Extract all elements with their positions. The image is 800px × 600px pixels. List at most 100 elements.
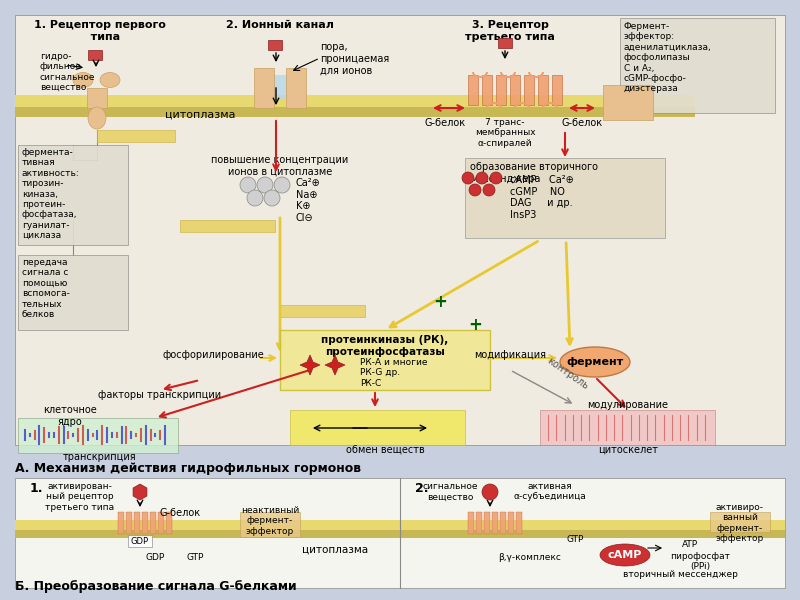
Text: Фермент-
эффектор:
аденилатциклаза,
фосфолипазы
С и А₂,
cGMP-фосфо-
диэстераза: Фермент- эффектор: аденилатциклаза, фосф…: [624, 22, 712, 94]
Text: активиро-
ванный
фермент-
эффектор: активиро- ванный фермент- эффектор: [716, 503, 764, 543]
Bar: [290, 410, 465, 445]
Text: фермент: фермент: [566, 357, 624, 367]
Text: G-белок: G-белок: [159, 508, 201, 518]
Text: ферментa-
тивная
активность:
тирозин-
киназа,
протеин-
фосфатаза,
гуанилат-
цикл: ферментa- тивная активность: тирозин- ки…: [22, 148, 80, 240]
Text: β,γ-комплекс: β,γ-комплекс: [498, 553, 562, 562]
Bar: [552, 75, 562, 105]
Bar: [126, 512, 132, 534]
Bar: [134, 512, 140, 534]
Text: цитоскелет: цитоскелет: [598, 445, 658, 455]
Bar: [88, 50, 102, 60]
Bar: [268, 40, 282, 50]
Text: образование вторичного
мессенджера: образование вторичного мессенджера: [470, 162, 598, 184]
Bar: [496, 75, 506, 105]
Bar: [476, 512, 482, 534]
Bar: [262, 75, 290, 100]
Text: активирован-
ный рецептор
третьего типа: активирован- ный рецептор третьего типа: [46, 482, 114, 512]
Bar: [15, 530, 785, 538]
Bar: [97, 130, 175, 142]
Bar: [524, 75, 534, 105]
Text: G-белок: G-белок: [562, 118, 602, 128]
Text: cAMP: cAMP: [608, 550, 642, 560]
Bar: [468, 75, 478, 105]
Text: +: +: [433, 293, 447, 311]
Text: GTP: GTP: [566, 535, 584, 544]
Polygon shape: [133, 484, 147, 500]
Text: контроль: контроль: [545, 356, 590, 392]
Bar: [15, 107, 695, 117]
Bar: [87, 88, 107, 108]
Text: цитоплазма: цитоплазма: [302, 545, 368, 555]
Circle shape: [274, 177, 290, 193]
Circle shape: [264, 190, 280, 206]
Text: цитоплазма: цитоплазма: [165, 110, 235, 120]
Bar: [492, 512, 498, 534]
Text: cAMP    Ca²⊕
cGMP    NO
DAG     и др.
InsP3: cAMP Ca²⊕ cGMP NO DAG и др. InsP3: [510, 175, 574, 220]
Text: протеинкиназы (РК),
протеинфосфатазы: протеинкиназы (РК), протеинфосфатазы: [322, 335, 449, 356]
Bar: [710, 512, 770, 532]
Bar: [166, 512, 172, 534]
Bar: [18, 145, 128, 245]
Circle shape: [490, 172, 502, 184]
Circle shape: [483, 184, 495, 196]
Text: +: +: [468, 316, 482, 334]
Circle shape: [469, 184, 481, 196]
Bar: [180, 220, 275, 232]
Bar: [254, 68, 274, 108]
Ellipse shape: [560, 347, 630, 377]
Bar: [465, 158, 665, 238]
Bar: [118, 512, 124, 534]
Text: пора,
проницаемая
для ионов: пора, проницаемая для ионов: [320, 42, 390, 75]
Bar: [280, 305, 365, 317]
Circle shape: [482, 484, 498, 500]
Text: гидро-
фильное
сигнальное
вещество: гидро- фильное сигнальное вещество: [40, 52, 95, 92]
Text: Б. Преобразование сигнала G-белками: Б. Преобразование сигнала G-белками: [15, 580, 297, 593]
Bar: [468, 512, 474, 534]
Text: GDP: GDP: [146, 553, 165, 562]
Text: G-белок: G-белок: [425, 118, 466, 128]
Bar: [240, 512, 300, 537]
Text: А. Механизм действия гидрофильных гормонов: А. Механизм действия гидрофильных гормон…: [15, 462, 361, 475]
Text: обмен веществ: обмен веществ: [346, 445, 424, 455]
Bar: [280, 330, 490, 390]
Bar: [540, 410, 715, 445]
Bar: [484, 512, 490, 534]
Text: РК-А и многие
РК-G др.
РК-С: РК-А и многие РК-G др. РК-С: [360, 358, 427, 388]
Text: вторичный мессенджер: вторичный мессенджер: [622, 570, 738, 579]
Text: 1. Рецептор первого
   типа: 1. Рецептор первого типа: [34, 20, 166, 41]
Text: сигнальное
вещество: сигнальное вещество: [422, 482, 478, 502]
Bar: [15, 520, 785, 530]
Bar: [158, 512, 164, 534]
Text: GDP: GDP: [131, 536, 149, 545]
Text: ATP: ATP: [682, 540, 698, 549]
Text: Ca²⊕
Na⊕
K⊕
Cl⊖: Ca²⊕ Na⊕ K⊕ Cl⊖: [296, 178, 321, 223]
Text: модулирование: модулирование: [587, 400, 669, 410]
Bar: [510, 75, 520, 105]
Polygon shape: [325, 355, 345, 375]
Polygon shape: [300, 355, 320, 375]
Bar: [150, 512, 156, 534]
Text: 2. Ионный канал: 2. Ионный канал: [226, 20, 334, 30]
Text: 1.: 1.: [30, 482, 43, 495]
Text: неактивный
фермент-
эффектор: неактивный фермент- эффектор: [241, 506, 299, 536]
Circle shape: [462, 172, 474, 184]
Bar: [500, 512, 506, 534]
Circle shape: [240, 177, 256, 193]
Text: клеточное
ядро: клеточное ядро: [43, 405, 97, 427]
Ellipse shape: [73, 73, 93, 88]
Text: 2.: 2.: [415, 482, 429, 495]
Bar: [538, 75, 548, 105]
Bar: [15, 95, 695, 107]
Bar: [508, 512, 514, 534]
Bar: [498, 38, 512, 48]
Bar: [128, 535, 152, 547]
Ellipse shape: [100, 73, 120, 88]
Text: повышение концентрации
ионов в цитоплазме: повышение концентрации ионов в цитоплазм…: [211, 155, 349, 176]
Circle shape: [257, 177, 273, 193]
Bar: [18, 418, 178, 453]
Bar: [620, 18, 775, 113]
Text: GTP: GTP: [186, 553, 204, 562]
Bar: [603, 85, 653, 120]
Text: 7 транс-
мембранных
α-спиралей: 7 транс- мембранных α-спиралей: [474, 118, 535, 148]
Bar: [516, 512, 522, 534]
